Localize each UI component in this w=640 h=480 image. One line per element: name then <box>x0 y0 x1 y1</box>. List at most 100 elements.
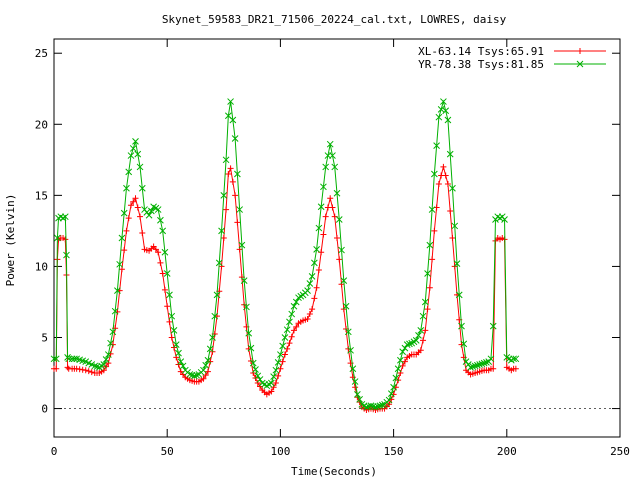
data-point-cross <box>267 379 275 387</box>
data-point-plus <box>53 365 60 372</box>
data-point-cross <box>510 355 517 363</box>
data-point-cross <box>446 150 454 158</box>
data-point-cross <box>116 260 124 268</box>
data-point-cross <box>347 346 354 354</box>
data-point-cross <box>474 361 481 369</box>
data-point-cross <box>120 209 128 217</box>
data-point-cross <box>220 192 228 199</box>
data-point-plus <box>223 206 230 213</box>
data-point-plus <box>218 263 225 270</box>
data-point-cross <box>202 361 210 369</box>
data-point-cross <box>227 98 234 105</box>
data-point-plus <box>334 235 340 241</box>
data-point-cross <box>387 390 395 397</box>
data-point-cross <box>451 222 459 230</box>
chart-title: Skynet_59583_DR21_71506_20224_cal.txt, L… <box>162 13 507 26</box>
data-point-plus <box>85 368 92 375</box>
data-point-plus <box>130 198 137 205</box>
data-point-plus <box>281 351 288 358</box>
data-point-plus <box>118 266 125 273</box>
data-point-cross <box>322 163 330 171</box>
data-point-cross <box>394 365 402 373</box>
data-point-cross <box>430 170 438 178</box>
data-point-cross <box>311 259 318 267</box>
x-tick-label: 250 <box>610 445 630 458</box>
data-point-plus <box>157 259 164 266</box>
data-point-cross <box>480 359 488 367</box>
data-point-cross <box>367 402 375 410</box>
data-point-cross <box>252 366 259 373</box>
data-point-cross <box>333 189 341 197</box>
x-axis-ticks: 0 50 100 150 200 250 <box>51 39 630 458</box>
data-point-cross <box>458 322 465 330</box>
data-point-cross <box>433 142 440 149</box>
y-tick-label: 0 <box>41 403 48 416</box>
data-point-cross <box>157 216 164 224</box>
data-point-plus <box>311 295 318 302</box>
data-point-cross <box>249 359 257 367</box>
data-point-cross <box>460 340 468 348</box>
data-point-cross <box>440 98 447 105</box>
data-point-cross <box>372 403 379 411</box>
data-point-cross <box>426 241 434 249</box>
data-point-cross <box>270 373 277 380</box>
data-point-cross <box>351 378 359 385</box>
data-point-plus <box>320 231 327 238</box>
data-point-cross <box>63 251 70 259</box>
data-point-plus <box>161 286 168 293</box>
data-point-cross <box>118 234 126 242</box>
data-point-cross <box>247 344 255 352</box>
data-point-cross <box>288 310 296 318</box>
data-point-plus <box>159 270 166 277</box>
data-point-plus <box>304 316 311 323</box>
data-point-cross <box>161 248 169 256</box>
data-point-cross <box>154 206 162 213</box>
y-axis-ticks: 0 5 10 15 20 25 <box>35 47 620 416</box>
data-point-cross <box>132 137 139 145</box>
data-point-cross <box>338 246 345 254</box>
x-tick-label: 0 <box>51 445 58 458</box>
data-point-plus <box>127 202 134 209</box>
data-point-cross <box>138 184 146 192</box>
data-point-plus <box>254 379 261 386</box>
data-point-cross <box>292 298 300 306</box>
data-point-cross <box>172 341 180 348</box>
data-point-cross <box>145 211 153 219</box>
data-point-cross <box>397 356 404 364</box>
data-point-cross <box>349 365 357 373</box>
data-point-cross <box>281 334 289 341</box>
data-point-cross <box>240 277 248 284</box>
data-point-cross <box>204 356 212 364</box>
series-line <box>54 164 516 411</box>
data-point-plus <box>426 284 433 291</box>
x-tick-label: 100 <box>270 445 290 458</box>
data-point-cross <box>234 170 241 178</box>
data-point-plus <box>279 358 286 365</box>
data-point-cross <box>417 327 425 334</box>
data-point-plus <box>121 247 128 254</box>
data-point-cross <box>356 395 363 403</box>
data-point-cross <box>114 287 121 294</box>
data-point-cross <box>478 360 486 368</box>
data-point-cross <box>231 135 239 142</box>
data-point-cross <box>399 348 407 356</box>
data-point-plus <box>168 334 175 341</box>
data-point-cross <box>229 116 237 124</box>
data-point-plus <box>435 180 442 187</box>
data-point-plus <box>204 368 211 375</box>
data-point-cross <box>179 362 187 370</box>
data-point-cross <box>412 336 420 344</box>
data-point-plus <box>327 195 334 202</box>
data-point-cross <box>193 371 200 379</box>
data-point-plus <box>137 213 144 220</box>
data-point-cross <box>61 213 69 221</box>
data-point-cross <box>209 334 216 341</box>
data-point-plus <box>440 163 447 170</box>
data-point-cross <box>315 224 323 232</box>
data-point-cross <box>236 206 244 213</box>
data-point-cross <box>186 371 194 378</box>
data-point-plus <box>401 358 408 365</box>
data-point-cross <box>109 328 117 336</box>
data-point-cross <box>320 183 327 191</box>
data-point-plus <box>207 358 214 365</box>
